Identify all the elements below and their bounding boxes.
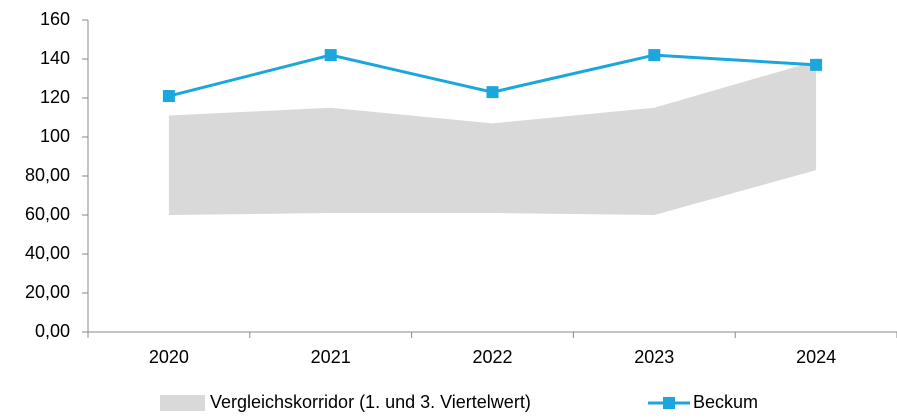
x-tick-label: 2023	[634, 347, 674, 367]
marker	[486, 86, 499, 99]
marker	[810, 58, 823, 71]
legend-swatch	[160, 395, 205, 411]
x-tick-label: 2022	[472, 347, 512, 367]
marker	[648, 49, 661, 62]
corridor-area	[168, 60, 817, 216]
marker	[324, 49, 337, 62]
y-tick-label: 120	[40, 87, 70, 107]
y-tick-label: 20,00	[25, 282, 70, 302]
legend-label: Beckum	[693, 392, 758, 412]
x-tick-label: 2024	[796, 347, 836, 367]
x-tick-label: 2020	[149, 347, 189, 367]
y-tick-label: 60,00	[25, 204, 70, 224]
legend-marker	[663, 397, 675, 409]
y-tick-label: 140	[40, 48, 70, 68]
y-tick-label: 100	[40, 126, 70, 146]
x-tick-label: 2021	[311, 347, 351, 367]
y-tick-label: 160	[40, 9, 70, 29]
legend-label: Vergleichskorridor (1. und 3. Viertelwer…	[210, 392, 531, 412]
y-tick-label: 0,00	[35, 321, 70, 341]
y-tick-label: 40,00	[25, 243, 70, 263]
y-tick-label: 80,00	[25, 165, 70, 185]
marker	[162, 90, 175, 103]
